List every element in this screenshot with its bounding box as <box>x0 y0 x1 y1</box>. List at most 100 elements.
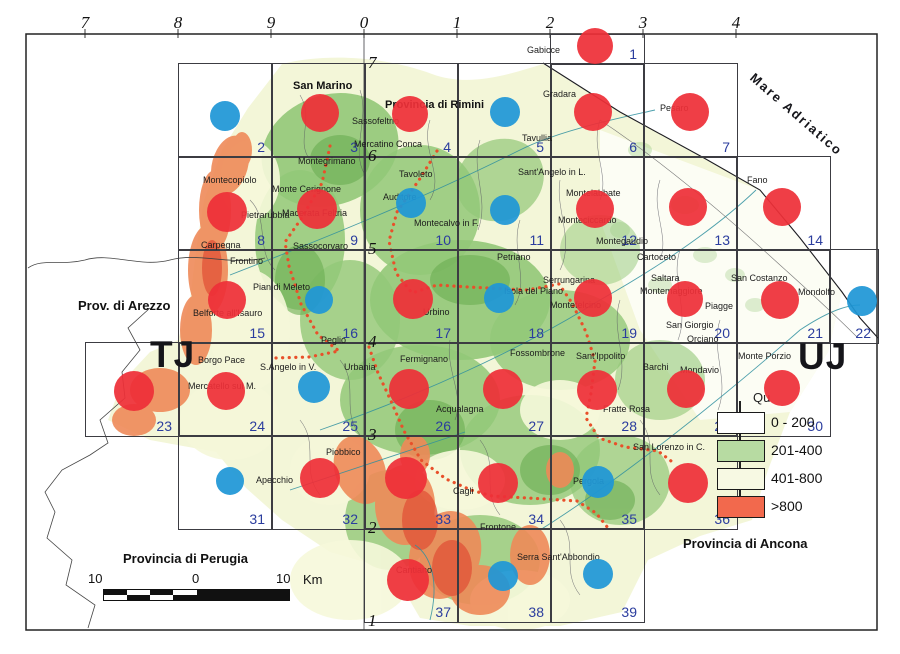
grid-cell-15: 15 <box>178 249 273 344</box>
label-fratte-rosa: Fratte Rosa <box>603 404 651 414</box>
grid-cell-number-6: 6 <box>629 139 637 155</box>
label-acqualagna: Acqualagna <box>436 404 484 414</box>
grid-cell-number-18: 18 <box>528 325 544 341</box>
grid-cell-number-5: 5 <box>536 139 544 155</box>
label-serrungarina: Serrungarina <box>543 275 596 285</box>
observation-circle-red-cell-3 <box>301 94 339 132</box>
observation-circle-red-cell-29 <box>667 370 705 408</box>
label-sassofeltrio: Sassofeltrio <box>352 116 400 126</box>
label-provincia-di-perugia: Provincia di Perugia <box>123 551 248 566</box>
observation-circle-red-cell-14 <box>763 188 801 226</box>
grid-cell-24: 24 <box>178 342 273 437</box>
observation-circle-blue-cell-22 <box>847 286 877 316</box>
grid-cell-20: 20 <box>643 249 738 344</box>
grid-cell-25: 25 <box>271 342 366 437</box>
label-cartoceto: Cartoceto <box>637 252 677 262</box>
grid-cell-number-2: 2 <box>257 139 265 155</box>
observation-circle-red-cell-32 <box>300 458 340 498</box>
label-san-giorgio: San Giorgio <box>666 320 714 330</box>
label-borgo-pace: Borgo Pace <box>198 355 246 365</box>
observation-circle-red-cell-33 <box>385 457 427 499</box>
label-san-lorenzo-in-c: San Lorenzo in C. <box>633 442 706 452</box>
observation-circle-blue-cell-31 <box>216 467 244 495</box>
grid-cell-number-3: 3 <box>350 139 358 155</box>
observation-circle-red-cell-8 <box>207 192 247 232</box>
label-san-marino: San Marino <box>293 80 353 92</box>
legend-swatch-2 <box>717 468 765 490</box>
label-piobbico: Piobbico <box>326 447 361 457</box>
grid-cell-number-10: 10 <box>435 232 451 248</box>
label-orciano: Orciano <box>687 334 719 344</box>
grid-cell-10: 10 <box>364 156 459 251</box>
observation-circle-red-cell-7 <box>671 93 709 131</box>
grid-cell-number-4: 4 <box>443 139 451 155</box>
label-urbino: Urbino <box>423 307 450 317</box>
grid-cell-21: 21 <box>736 249 831 344</box>
legend-range-0: 0 - 200 <box>771 414 815 430</box>
observation-circle-red-cell-37 <box>387 559 429 601</box>
grid-row-label-1: 1 <box>368 611 377 630</box>
observation-circle-blue-cell-39 <box>583 559 613 589</box>
grid-cell-26: 26 <box>364 342 459 437</box>
grid-cell-22: 22 <box>829 249 879 344</box>
grid-cell-number-28: 28 <box>621 418 637 434</box>
label-mondavio: Mondavio <box>680 365 720 375</box>
observation-circle-red-cell-30 <box>764 370 800 406</box>
label-sassocorvaro: Sassocorvaro <box>293 241 349 251</box>
observation-circle-red-cell-36 <box>668 463 708 503</box>
label-gradara: Gradara <box>543 89 577 99</box>
grid-cell-number-16: 16 <box>342 325 358 341</box>
observation-circle-blue-cell-2 <box>210 101 240 131</box>
legend-range-1: 201-400 <box>771 442 823 458</box>
scale-label-left: 10 <box>88 571 103 586</box>
observation-circle-red-cell-19 <box>574 279 612 317</box>
label-fano: Fano <box>747 175 768 185</box>
grid-cell-4: 4 <box>364 63 459 158</box>
observation-circle-blue-cell-38 <box>488 561 518 591</box>
label-monte-porzio: Monte Porzio <box>738 351 792 361</box>
label-frontone: Frontone <box>480 522 517 532</box>
grid-cell-17: 17 <box>364 249 459 344</box>
observation-circle-blue-cell-5 <box>490 97 520 127</box>
grid-cell-37: 37 <box>364 528 459 623</box>
grid-cell-30: 30 <box>736 342 831 437</box>
grid-cell-12: 12 <box>550 156 645 251</box>
grid-cell-19: 19 <box>550 249 645 344</box>
grid-tick-top-3: 3 <box>638 13 648 32</box>
grid-cell-number-17: 17 <box>435 325 451 341</box>
label-frontino: Frontino <box>230 256 264 266</box>
grid-cell-18: 18 <box>457 249 552 344</box>
scale-bar-graphic <box>103 589 290 601</box>
legend-range-3: >800 <box>771 498 803 514</box>
grid-row-label-4: 4 <box>368 332 377 351</box>
grid-cell-28: 28 <box>550 342 645 437</box>
label-saltara: Saltara <box>651 273 680 283</box>
observation-circle-red-cell-23 <box>114 371 154 411</box>
legend-swatch-0 <box>717 412 765 434</box>
observation-circle-red-cell-34 <box>478 463 518 503</box>
grid-cell-number-38: 38 <box>528 604 544 620</box>
grid-cell-35: 35 <box>550 435 645 530</box>
grid-cell-7: 7 <box>643 63 738 158</box>
grid-cell-number-26: 26 <box>435 418 451 434</box>
grid-cell-13: 13 <box>643 156 738 251</box>
observation-circle-red-cell-13 <box>669 188 707 226</box>
observation-circle-red-cell-4 <box>392 96 428 132</box>
grid-cell-number-7: 7 <box>722 139 730 155</box>
observation-circle-red-cell-6 <box>574 93 612 131</box>
grid-row-label-5: 5 <box>368 239 377 258</box>
grid-cell-38: 38 <box>457 528 552 623</box>
label-cagli: Cagli <box>453 486 474 496</box>
label-petriano: Petriano <box>497 252 531 262</box>
grid-row-label-7: 7 <box>368 53 377 72</box>
observation-circle-red-cell-12 <box>576 190 614 228</box>
grid-cell-14: 14 <box>736 156 831 251</box>
label-san-costanzo: San Costanzo <box>731 273 788 283</box>
label-urbania: Urbania <box>344 362 376 372</box>
grid-cell-number-1: 1 <box>629 46 637 62</box>
label-grid-zone-uj: UJ <box>798 336 848 377</box>
observation-circle-blue-cell-25 <box>298 371 330 403</box>
observation-circle-red-cell-9 <box>297 189 337 229</box>
label-provincia-di-ancona: Provincia di Ancona <box>683 536 808 551</box>
